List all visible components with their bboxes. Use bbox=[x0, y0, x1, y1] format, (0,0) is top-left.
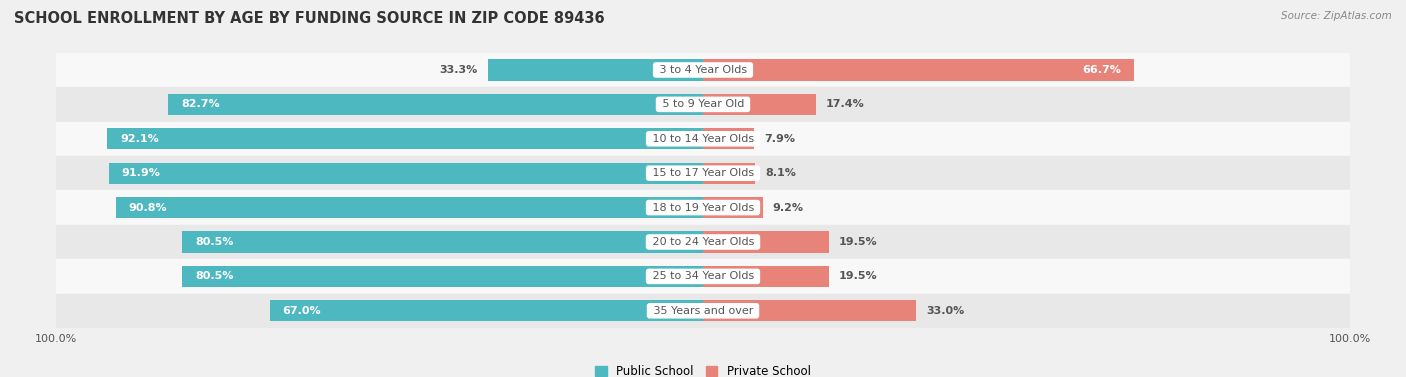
Text: 18 to 19 Year Olds: 18 to 19 Year Olds bbox=[648, 202, 758, 213]
Text: 25 to 34 Year Olds: 25 to 34 Year Olds bbox=[648, 271, 758, 281]
Text: Source: ZipAtlas.com: Source: ZipAtlas.com bbox=[1281, 11, 1392, 21]
Bar bbox=[115, 197, 703, 218]
Bar bbox=[703, 128, 754, 149]
Text: 92.1%: 92.1% bbox=[121, 134, 159, 144]
Text: 7.9%: 7.9% bbox=[763, 134, 794, 144]
Text: SCHOOL ENROLLMENT BY AGE BY FUNDING SOURCE IN ZIP CODE 89436: SCHOOL ENROLLMENT BY AGE BY FUNDING SOUR… bbox=[14, 11, 605, 26]
Bar bbox=[56, 225, 1350, 259]
Bar bbox=[703, 59, 1135, 81]
Text: 8.1%: 8.1% bbox=[765, 168, 796, 178]
Bar bbox=[703, 162, 755, 184]
Legend: Public School, Private School: Public School, Private School bbox=[591, 360, 815, 377]
Text: 10 to 14 Year Olds: 10 to 14 Year Olds bbox=[648, 134, 758, 144]
Text: 15 to 17 Year Olds: 15 to 17 Year Olds bbox=[648, 168, 758, 178]
Text: 19.5%: 19.5% bbox=[839, 237, 877, 247]
Text: 91.9%: 91.9% bbox=[121, 168, 160, 178]
Bar bbox=[703, 300, 917, 322]
Text: 82.7%: 82.7% bbox=[181, 100, 219, 109]
Bar bbox=[183, 266, 703, 287]
Text: 90.8%: 90.8% bbox=[129, 202, 167, 213]
Bar bbox=[703, 266, 830, 287]
Text: 66.7%: 66.7% bbox=[1083, 65, 1122, 75]
Text: 9.2%: 9.2% bbox=[772, 202, 803, 213]
Text: 33.0%: 33.0% bbox=[927, 306, 965, 316]
Text: 20 to 24 Year Olds: 20 to 24 Year Olds bbox=[648, 237, 758, 247]
Bar bbox=[108, 162, 703, 184]
Bar bbox=[488, 59, 703, 81]
Text: 5 to 9 Year Old: 5 to 9 Year Old bbox=[658, 100, 748, 109]
Bar bbox=[56, 156, 1350, 190]
Text: 19.5%: 19.5% bbox=[839, 271, 877, 281]
Text: 33.3%: 33.3% bbox=[440, 65, 478, 75]
Bar bbox=[270, 300, 703, 322]
Bar bbox=[107, 128, 703, 149]
Text: 3 to 4 Year Olds: 3 to 4 Year Olds bbox=[655, 65, 751, 75]
Text: 80.5%: 80.5% bbox=[195, 237, 233, 247]
Bar bbox=[56, 121, 1350, 156]
Text: 67.0%: 67.0% bbox=[283, 306, 321, 316]
Bar bbox=[56, 294, 1350, 328]
Bar bbox=[169, 94, 703, 115]
Text: 80.5%: 80.5% bbox=[195, 271, 233, 281]
Bar bbox=[56, 87, 1350, 121]
Bar bbox=[56, 259, 1350, 294]
Bar bbox=[703, 231, 830, 253]
Bar bbox=[703, 94, 815, 115]
Text: 35 Years and over: 35 Years and over bbox=[650, 306, 756, 316]
Bar bbox=[703, 197, 762, 218]
Text: 17.4%: 17.4% bbox=[825, 100, 865, 109]
Bar bbox=[183, 231, 703, 253]
Bar bbox=[56, 190, 1350, 225]
Bar bbox=[56, 53, 1350, 87]
